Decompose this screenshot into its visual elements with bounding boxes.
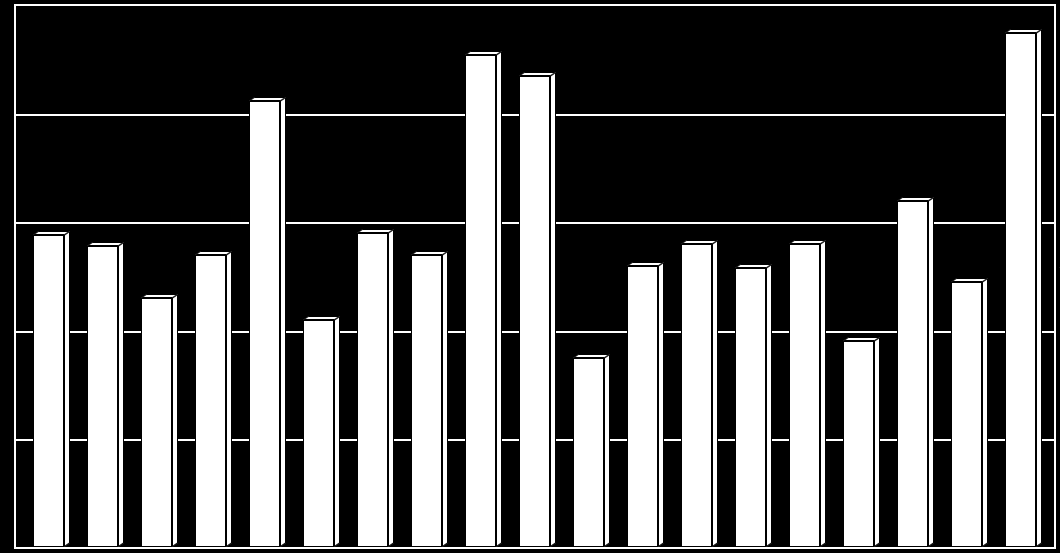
bar-side <box>550 72 556 547</box>
bar-side <box>496 51 502 547</box>
bar-face <box>357 233 388 547</box>
bar <box>897 201 928 547</box>
bar-face <box>141 298 172 547</box>
bar-face <box>519 76 550 547</box>
bar-side <box>118 242 124 547</box>
bar-face <box>735 268 766 547</box>
bar <box>411 255 442 547</box>
bar-side <box>820 240 826 547</box>
bar <box>789 244 820 547</box>
bar <box>519 76 550 547</box>
bar-side <box>928 197 934 547</box>
bar-side <box>658 262 664 547</box>
bar-side <box>172 294 178 547</box>
bar <box>951 282 982 547</box>
bar <box>141 298 172 547</box>
bar-side <box>280 97 286 547</box>
bar-face <box>195 255 226 547</box>
bar <box>573 358 604 547</box>
bar-side <box>604 354 610 547</box>
bar <box>357 233 388 547</box>
bar-face <box>789 244 820 547</box>
bar-face <box>897 201 928 547</box>
bar <box>735 268 766 547</box>
bar <box>303 320 334 547</box>
bar-side <box>982 278 988 547</box>
bar-side <box>64 231 70 547</box>
bar <box>195 255 226 547</box>
bar-side <box>388 229 394 547</box>
bar <box>1005 33 1036 547</box>
bar <box>843 341 874 547</box>
bar-face <box>843 341 874 547</box>
bar-side <box>334 316 340 547</box>
bar-face <box>951 282 982 547</box>
bar-face <box>627 266 658 547</box>
bar-face <box>573 358 604 547</box>
bar-side <box>874 337 880 547</box>
bar <box>249 101 280 547</box>
bar-side <box>766 264 772 547</box>
bar-face <box>681 244 712 547</box>
bar-side <box>442 251 448 547</box>
bar-face <box>1005 33 1036 547</box>
plot-area <box>14 4 1056 549</box>
bar <box>465 55 496 547</box>
bar-face <box>411 255 442 547</box>
bar-side <box>226 251 232 547</box>
bar-face <box>303 320 334 547</box>
bar <box>627 266 658 547</box>
bar-face <box>465 55 496 547</box>
bar-side <box>712 240 718 547</box>
bar-chart <box>0 0 1060 553</box>
bar-face <box>249 101 280 547</box>
bar <box>33 235 64 547</box>
bar <box>681 244 712 547</box>
bar-face <box>87 246 118 547</box>
bar-side <box>1036 29 1042 547</box>
bar <box>87 246 118 547</box>
bar-face <box>33 235 64 547</box>
